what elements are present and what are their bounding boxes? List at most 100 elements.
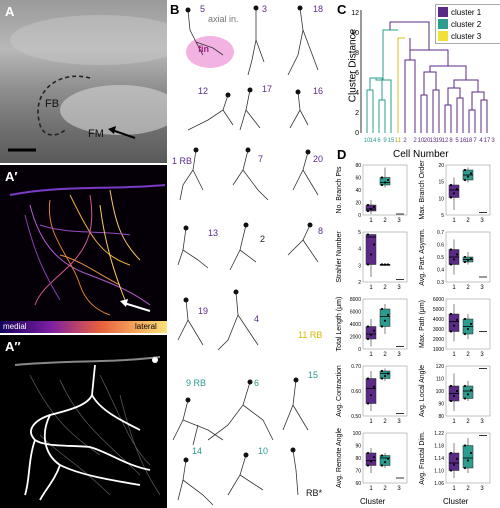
data-point xyxy=(455,188,459,191)
data-point xyxy=(469,257,473,260)
x-tick-label: 3 xyxy=(480,419,484,425)
cell-label: 15 xyxy=(308,370,319,380)
x-tick-label: 3 xyxy=(480,352,484,358)
cell-label: 7 xyxy=(258,154,264,164)
y-axis-label: Max. Path (μm) xyxy=(419,300,426,348)
data-point xyxy=(463,397,467,400)
data-point xyxy=(463,168,467,172)
x-axis-label: Cluster xyxy=(360,497,386,506)
panel-a-image: A FB FM xyxy=(0,0,190,163)
y-tick-label: 1.22 xyxy=(434,431,444,437)
colorbar xyxy=(0,321,167,333)
leaf-label: 2 xyxy=(413,138,417,144)
legend-swatch xyxy=(438,7,448,17)
cell-label: 17 xyxy=(262,84,273,94)
data-point xyxy=(372,456,376,459)
leaf-label: 17 xyxy=(484,138,491,144)
dashed-outline xyxy=(37,75,91,136)
data-point xyxy=(449,469,453,472)
y-tick-label: 2000 xyxy=(350,335,361,341)
data-point xyxy=(369,460,373,463)
plot-frame xyxy=(362,365,408,417)
plot-frame xyxy=(445,298,491,350)
data-point xyxy=(452,324,456,327)
x-tick-label: 1 xyxy=(369,486,373,492)
y-tick-label: 6000 xyxy=(350,310,361,316)
fm-label: FM xyxy=(88,128,104,140)
data-point xyxy=(466,259,470,262)
leaf-label: 8 xyxy=(449,138,453,144)
legend-swatch xyxy=(438,19,448,29)
arrow-icon xyxy=(108,126,116,134)
data-point xyxy=(466,175,470,178)
panel-b-tracings xyxy=(172,5,319,506)
plot-frame xyxy=(362,298,408,350)
y-tick-label: 3 xyxy=(358,263,361,269)
data-point xyxy=(449,196,453,199)
ytick: 0 xyxy=(355,130,359,137)
y-tick-label: 0 xyxy=(358,347,361,353)
medial-label: medial xyxy=(3,322,27,331)
leaf-label: 18 xyxy=(466,138,473,144)
legend-label: cluster 2 xyxy=(451,19,482,29)
data-point xyxy=(372,385,376,388)
x-tick-label: 1 xyxy=(452,419,456,425)
leaf-label: 6 xyxy=(377,138,381,144)
x-tick-label: 3 xyxy=(480,218,484,224)
y-tick-label: 4 xyxy=(358,247,361,253)
cell-label: 3 xyxy=(262,4,268,14)
y-tick-label: 0 xyxy=(358,213,361,219)
data-point xyxy=(455,253,459,256)
cell-label: 19 xyxy=(198,306,209,316)
x-tick-label: 3 xyxy=(397,285,401,291)
data-point xyxy=(469,389,473,392)
plot-frame xyxy=(362,164,408,216)
leaf-label: 7 xyxy=(473,138,477,144)
data-point xyxy=(383,374,387,378)
data-point xyxy=(366,451,370,455)
data-point xyxy=(452,463,456,466)
rb-star-label: RB* xyxy=(306,488,323,498)
x-tick-label: 3 xyxy=(397,352,401,358)
data-point xyxy=(469,451,473,455)
x-tick-label: 3 xyxy=(397,486,401,492)
leaf-label: 4 xyxy=(479,138,483,144)
y-tick-label: 120 xyxy=(436,364,445,370)
leaf-label: 14 xyxy=(370,138,377,144)
y-tick-label: 90 xyxy=(355,444,361,450)
cell-label: 20 xyxy=(313,154,324,164)
y-axis-label: Total Length (μm) xyxy=(336,297,343,352)
data-point xyxy=(380,377,384,380)
cell-label: 8 xyxy=(318,226,324,236)
panel-b-label: B xyxy=(170,2,180,17)
ytick: 4 xyxy=(355,90,359,97)
y-axis-label: Avg. Fractal Dim. xyxy=(419,431,426,485)
ytick: 8 xyxy=(355,50,359,57)
cell-label: 1 RB xyxy=(172,156,193,166)
leaf-label: 13 xyxy=(430,138,437,144)
data-point xyxy=(366,377,370,380)
y-tick-label: 20 xyxy=(355,201,361,207)
panel-a1-label: A′ xyxy=(5,169,18,184)
leaf-label: 10 xyxy=(364,138,371,144)
y-tick-label: 70 xyxy=(355,469,361,475)
data-point xyxy=(369,333,373,336)
y-tick-label: 1000 xyxy=(433,347,444,353)
fin-region xyxy=(60,85,180,135)
y-tick-label: 4000 xyxy=(433,317,444,323)
data-point xyxy=(469,322,473,326)
boxplot-panel: Avg. Fractal Dim. 1.06 1.10 1.14 1.18 1.22 1 2 3 xyxy=(419,431,491,492)
data-point xyxy=(386,313,390,316)
x-tick-label: 1 xyxy=(369,285,373,291)
cell-label: 16 xyxy=(313,86,324,96)
y-tick-label: 20 xyxy=(438,163,444,169)
y-axis-label: Avg. Part. Asymm. xyxy=(419,228,426,285)
cell-label: 4 xyxy=(254,314,260,324)
data-point xyxy=(369,207,373,211)
y-tick-label: 5 xyxy=(358,230,361,236)
data-point xyxy=(369,394,373,397)
panel-a-svg xyxy=(8,15,190,152)
data-point xyxy=(449,312,453,316)
data-point xyxy=(463,178,467,182)
